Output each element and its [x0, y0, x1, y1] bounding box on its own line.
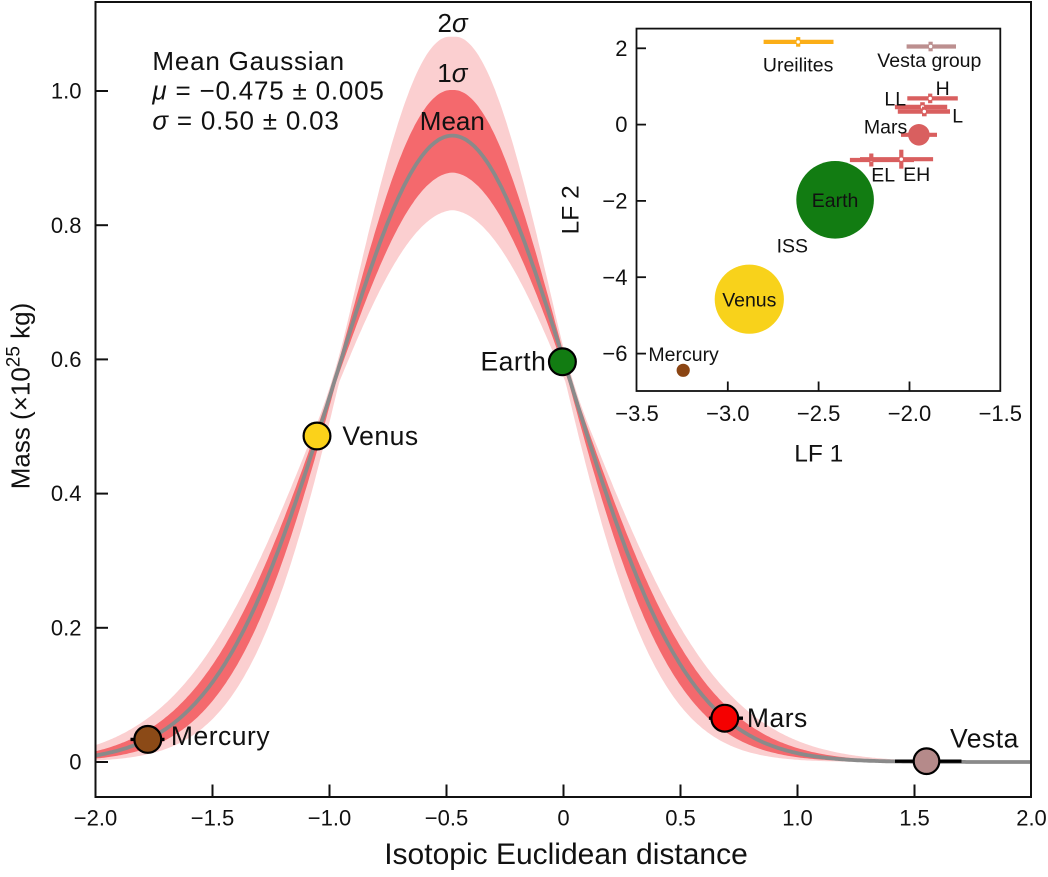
svg-text:EL: EL: [871, 165, 895, 187]
svg-text:Mercury: Mercury: [171, 721, 270, 751]
svg-text:μ = −0.475 ± 0.005: μ = −0.475 ± 0.005: [151, 76, 384, 106]
svg-text:−3.0: −3.0: [706, 401, 749, 426]
svg-text:−0.5: −0.5: [425, 806, 468, 831]
svg-text:−6: −6: [602, 341, 627, 366]
svg-text:EH: EH: [903, 164, 930, 186]
svg-text:LL: LL: [884, 88, 906, 110]
svg-text:LF 1: LF 1: [794, 441, 843, 468]
svg-text:0: 0: [615, 112, 627, 137]
svg-text:2σ: 2σ: [438, 8, 469, 38]
svg-text:0: 0: [69, 750, 81, 775]
svg-text:Earth: Earth: [812, 190, 859, 212]
svg-text:0.6: 0.6: [51, 347, 82, 372]
svg-text:Venus: Venus: [722, 290, 776, 312]
svg-text:σ = 0.50 ± 0.03: σ = 0.50 ± 0.03: [152, 105, 339, 135]
svg-text:0.4: 0.4: [51, 481, 82, 506]
svg-text:−4: −4: [602, 265, 627, 290]
svg-text:Vesta group: Vesta group: [877, 50, 981, 72]
svg-text:Mars: Mars: [747, 703, 808, 733]
svg-text:Mars: Mars: [864, 117, 908, 139]
svg-text:Mean Gaussian: Mean Gaussian: [152, 46, 345, 76]
svg-text:−1.5: −1.5: [979, 401, 1022, 426]
svg-text:Venus: Venus: [342, 421, 418, 451]
svg-text:Mean: Mean: [420, 106, 485, 136]
svg-text:1.0: 1.0: [782, 806, 813, 831]
svg-text:−2.0: −2.0: [888, 401, 931, 426]
svg-text:−2.0: −2.0: [74, 806, 117, 831]
svg-text:Isotopic Euclidean distance: Isotopic Euclidean distance: [384, 838, 748, 871]
svg-text:0.2: 0.2: [51, 615, 82, 640]
svg-text:0.5: 0.5: [665, 806, 696, 831]
svg-text:−1.5: −1.5: [191, 806, 234, 831]
svg-text:1.5: 1.5: [899, 806, 930, 831]
svg-text:2: 2: [615, 36, 627, 61]
svg-text:2.0: 2.0: [1016, 806, 1047, 831]
svg-text:0: 0: [557, 806, 569, 831]
svg-text:H: H: [936, 78, 950, 100]
svg-text:L: L: [952, 105, 963, 127]
svg-text:0.8: 0.8: [51, 213, 82, 238]
svg-text:Ureilites: Ureilites: [763, 55, 834, 77]
svg-text:Vesta: Vesta: [950, 724, 1019, 754]
svg-text:−3.5: −3.5: [615, 401, 658, 426]
svg-text:ISS: ISS: [777, 235, 808, 257]
svg-text:LF 2: LF 2: [558, 185, 585, 234]
svg-text:Mercury: Mercury: [648, 344, 719, 366]
svg-text:Mass (×1025 kg): Mass (×1025 kg): [4, 303, 36, 490]
svg-text:1σ: 1σ: [437, 58, 468, 88]
svg-text:1.0: 1.0: [51, 79, 82, 104]
svg-text:Earth: Earth: [481, 347, 547, 377]
svg-text:−1.0: −1.0: [308, 806, 351, 831]
svg-text:−2.5: −2.5: [797, 401, 840, 426]
svg-text:−2: −2: [602, 189, 627, 214]
